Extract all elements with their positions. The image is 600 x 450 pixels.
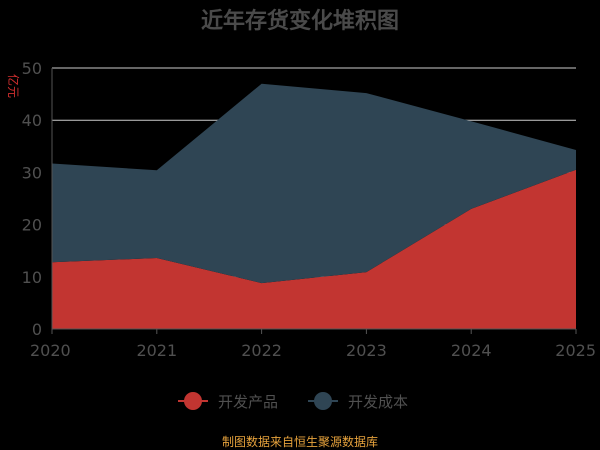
x-tick-label: 2025 [555,341,596,360]
data-source-note: 制图数据来自恒生聚源数据库 [222,434,378,449]
legend-item-1[interactable]: 开发产品 [178,392,278,411]
legend[interactable]: 开发产品 开发成本 [178,392,408,411]
y-tick-label: 10 [22,268,42,287]
y-axis-label: 亿元 [6,74,21,98]
legend-marker [314,392,332,410]
chart-title: 近年存货变化堆积图 [201,8,399,34]
area-series-2[interactable] [52,83,576,284]
legend-label: 开发成本 [348,393,408,411]
x-tick-label: 2021 [136,341,177,360]
area-series [51,83,577,329]
y-tick-label: 30 [22,163,42,182]
legend-label: 开发产品 [218,393,278,411]
x-tick-label: 2020 [30,341,71,360]
axes: 0 10 20 30 40 50 2020 2021 2022 2023 2024 2025 [22,59,596,360]
x-tick-label: 2023 [346,341,387,360]
y-tick-label: 20 [22,216,42,235]
y-tick-label: 50 [22,59,42,78]
x-tick-label: 2022 [241,341,282,360]
y-tick-label: 0 [32,320,42,339]
x-tick-label: 2024 [451,341,492,360]
y-tick-label: 40 [22,111,42,130]
legend-marker [184,392,202,410]
legend-item-2[interactable]: 开发成本 [308,392,408,411]
area-series-1[interactable] [52,169,576,329]
